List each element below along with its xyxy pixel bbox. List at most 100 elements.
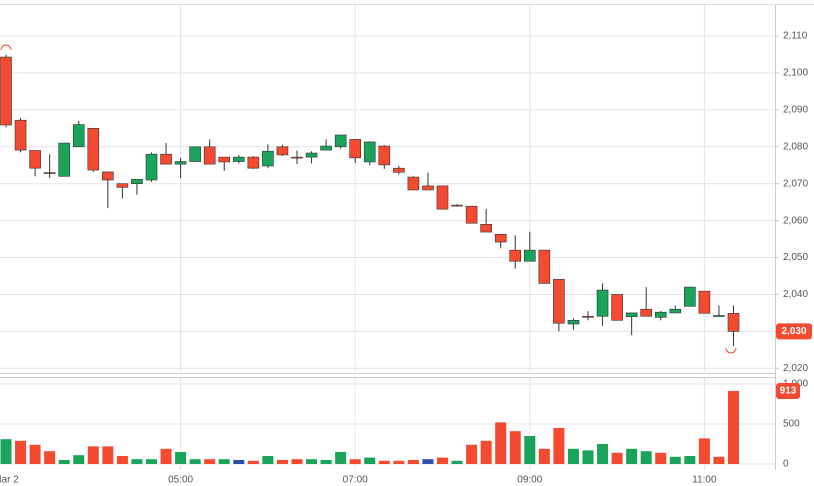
volume-bar [29,444,41,464]
candle-body [684,286,696,307]
y-tick-label: 2,080 [783,141,808,152]
candle-body [305,152,318,158]
volume-bar [87,446,99,464]
volume-bar [524,436,536,464]
y-tick-label: 2,050 [783,252,808,263]
candle-body [334,134,347,148]
volume-bar [582,450,594,464]
volume-bar [640,451,652,464]
candle-body [29,150,41,169]
candle-body [43,172,56,174]
candle-body [611,294,623,321]
candle-body [189,146,201,162]
y-tick-label: 2,070 [783,178,808,189]
volume-bar [320,460,332,464]
candle-body [14,119,27,151]
candle-body [349,139,362,159]
volume-bar [437,457,448,464]
candle-body [87,128,100,171]
candle-body [465,205,478,224]
last-price-label: 2,030 [781,326,806,337]
volume-bar [713,456,725,464]
candle-body [538,249,551,284]
volume-bar [393,460,405,464]
volume-bar [160,448,172,464]
candle-body [262,150,274,167]
x-tick-label: Mar 2 [0,475,19,486]
volume-bar [291,459,303,464]
candle-body [102,171,114,181]
labels: 2,020 2,030 2,040 2,050 2,060 2,070 2,080 2,090… [0,31,812,486]
candle-body [625,312,638,317]
y-tick-label: 2,060 [783,215,808,226]
y-tick-label: 2,110 [783,31,808,42]
volume-bar [626,448,638,464]
volume-bar [15,440,27,464]
y-tick-label: 2,040 [783,289,808,300]
candle-body [247,156,260,169]
last-volume-tag [776,382,800,399]
volume-bar [58,460,70,464]
low-marker [725,347,737,354]
x-tick-label: 09:00 [517,475,542,486]
candle-body [276,146,289,156]
volume-bar [611,452,623,464]
volume-bar [189,459,201,464]
candle-body [203,146,216,165]
volume-bar [553,428,565,464]
volume-bar [378,460,390,464]
candle-body [654,311,667,318]
candle-body [363,141,376,163]
volume-bar [480,440,492,464]
volume-bar [0,439,12,464]
candle-body [116,183,129,188]
volume-bar [175,452,187,464]
candle-body [596,289,609,317]
candle-body [174,161,187,165]
volume-bar [218,459,230,464]
candle-body [393,167,405,173]
candle-body [160,153,172,165]
high-marker [0,44,12,51]
volume-bar [44,451,56,464]
last-price-tag [776,323,812,340]
candle-body [233,156,245,162]
volume-bar [407,460,419,464]
candle-body [0,56,12,126]
volume-bar [538,448,550,464]
last-volume-label: 913 [780,386,797,397]
y-tick-label: 2,100 [783,68,808,79]
candle-body [436,185,449,210]
volume-bar [364,457,376,464]
candle-body [480,224,492,233]
candle-body [640,308,653,317]
volume-bar [233,460,245,464]
candle-body [669,308,682,314]
candle-body [727,312,740,332]
volume-bar [73,455,85,464]
marks [0,54,740,464]
candle-body [523,249,536,262]
volume-bar [102,446,114,464]
candle-body [698,290,711,314]
volume-tick-label: 500 [783,419,800,430]
volume-bar [495,422,507,464]
volume-bar [247,460,259,464]
candle-body [378,145,391,166]
volume-bar [262,456,274,464]
candle-body [320,145,332,151]
volume-bar [655,452,667,464]
candle-body [451,204,463,207]
volume-tick-label: 0 [783,459,789,470]
x-tick-label: 07:00 [343,475,368,486]
candle-body [582,315,594,318]
volume-bar [276,460,288,464]
volume-bar [698,438,710,464]
volume-bar [684,456,696,464]
volume-bar [204,459,216,464]
volume-bar [335,452,347,464]
candle-body [131,178,143,185]
candle-body [145,153,158,181]
